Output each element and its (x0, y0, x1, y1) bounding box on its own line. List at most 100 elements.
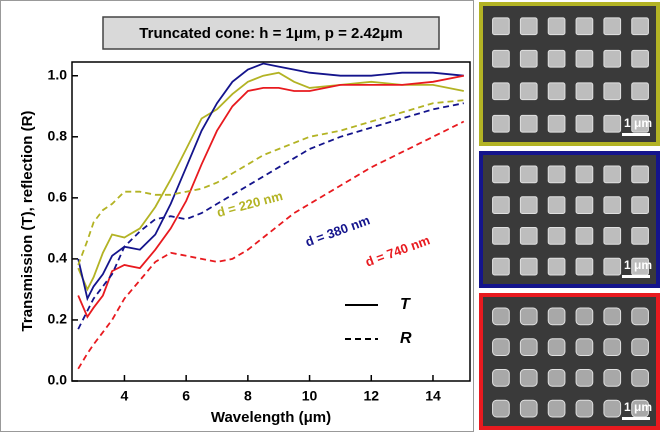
sem-pillar (575, 338, 594, 356)
legend-label: T (400, 296, 411, 313)
sem-pillar (547, 257, 566, 276)
sem-pillar (547, 307, 566, 326)
series-line (77, 102, 464, 330)
sem-pillar (519, 338, 538, 356)
series-line (77, 120, 465, 370)
sem-pillar (631, 114, 649, 133)
series-line (77, 99, 464, 266)
sem-pillar (575, 82, 594, 101)
sem-pillar (492, 307, 510, 326)
x-axis-label: Wavelength (μm) (211, 409, 331, 426)
sem-image (479, 2, 660, 146)
sem-pillar (519, 165, 538, 184)
x-tick-label: 12 (363, 388, 379, 404)
sem-pillar (492, 399, 510, 418)
sem-pillar (519, 307, 538, 326)
y-tick-label: 0.4 (48, 250, 68, 266)
sem-pillar (575, 17, 594, 36)
sem-pillar (519, 196, 538, 214)
sem-pillar (603, 257, 622, 276)
x-tick-label: 10 (302, 388, 318, 404)
sem-image (479, 151, 660, 288)
sem-pillar (631, 307, 649, 326)
sem-pillar (631, 227, 649, 245)
scale-label: 1 μm (624, 258, 652, 272)
sem-pillar (575, 49, 594, 68)
sem-pillar (631, 257, 649, 276)
scale-label: 1 μm (624, 116, 652, 130)
chart-title: Truncated cone: h = 1μm, p = 2.42μm (139, 25, 402, 42)
y-tick-label: 0.6 (48, 189, 68, 205)
plot-frame (71, 61, 471, 382)
sem-pillar (631, 338, 649, 356)
sem-pillar (492, 82, 510, 101)
y-tick-label: 0.2 (48, 311, 68, 327)
sem-pillar (603, 307, 622, 326)
sem-image (479, 293, 660, 430)
sem-pillar (519, 17, 538, 36)
x-tick-label: 14 (425, 388, 441, 404)
sem-pillar (603, 227, 622, 245)
sem-pillar (547, 49, 566, 68)
series-line (77, 62, 464, 302)
y-tick-label: 0.8 (48, 127, 68, 143)
sem-pillar (492, 338, 510, 356)
sem-pillar (547, 227, 566, 245)
sem-pillar (603, 399, 622, 418)
sem-pillar (492, 49, 510, 68)
scale-bar (622, 275, 650, 278)
sem-pillar (631, 399, 649, 418)
title-box (102, 16, 440, 50)
y-tick-label: 0.0 (48, 372, 68, 388)
sem-pillar (547, 82, 566, 101)
series-line (77, 74, 464, 319)
sem-pillar (631, 17, 649, 36)
sem-pillar (575, 399, 594, 418)
sem-pillar (603, 114, 622, 133)
sem-pillar (631, 82, 649, 101)
legend-label: R (400, 330, 412, 347)
sem-pillar (492, 114, 510, 133)
sem-pillar (519, 399, 538, 418)
sem-pillar (575, 196, 594, 214)
sem-pillar (603, 17, 622, 36)
scale-bar (622, 417, 650, 420)
sem-pillar (631, 369, 649, 387)
sem-pillar (575, 369, 594, 387)
sem-pillar (492, 165, 510, 184)
chart-panel (0, 0, 474, 432)
y-axis-label: Transmission (T), reflection (R) (19, 111, 36, 332)
sem-pillar (547, 165, 566, 184)
sem-pillar (492, 17, 510, 36)
scale-bar (622, 133, 650, 136)
scale-label: 1 μm (624, 400, 652, 414)
sem-pillar (575, 227, 594, 245)
sem-pillar (547, 17, 566, 36)
sem-pillar (547, 369, 566, 387)
sem-pillar (631, 49, 649, 68)
sem-pillar (603, 338, 622, 356)
x-tick-label: 8 (244, 388, 252, 404)
sem-pillar (492, 196, 510, 214)
sem-pillar (547, 399, 566, 418)
sem-pillar (519, 257, 538, 276)
sem-pillar (603, 82, 622, 101)
sem-pillar (575, 165, 594, 184)
sem-pillar (603, 196, 622, 214)
sem-pillar (631, 165, 649, 184)
sem-pillar (519, 114, 538, 133)
sem-pillar (603, 369, 622, 387)
sem-pillar (603, 165, 622, 184)
sem-pillar (575, 114, 594, 133)
sem-pillar (547, 114, 566, 133)
sem-pillar (519, 82, 538, 101)
sem-pillar (631, 196, 649, 214)
x-tick-label: 4 (121, 388, 129, 404)
sem-pillar (519, 227, 538, 245)
sem-pillar (492, 257, 510, 276)
sem-pillar (492, 227, 510, 245)
sem-pillar (603, 49, 622, 68)
y-tick-label: 1.0 (48, 66, 68, 82)
sem-pillar (547, 196, 566, 214)
